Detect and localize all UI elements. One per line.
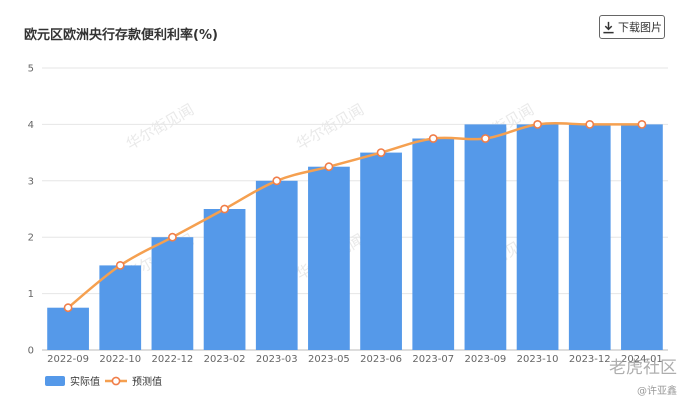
legend-label-forecast: 预测值: [132, 375, 162, 388]
download-image-button[interactable]: 下载图片: [599, 15, 665, 39]
forecast-point[interactable]: [220, 204, 229, 214]
bar[interactable]: [464, 124, 507, 351]
forecast-point[interactable]: [376, 148, 386, 157]
legend-marker-forecast[interactable]: [111, 376, 121, 386]
x-tick-label: 2024-01: [621, 354, 663, 365]
x-tick-label: 2023-09: [465, 354, 507, 365]
y-tick-label: 3: [28, 176, 34, 187]
forecast-point[interactable]: [428, 134, 438, 143]
y-tick-label: 1: [28, 289, 34, 300]
forecast-point[interactable]: [637, 120, 647, 129]
x-tick-label: 2023-10: [517, 354, 559, 365]
x-tick-label: 2023-05: [308, 354, 350, 365]
forecast-point[interactable]: [533, 120, 542, 129]
corner-watermark: 老虎社区 @许亚鑫: [609, 353, 677, 397]
x-tick-label: 2023-02: [204, 354, 246, 365]
bar[interactable]: [516, 124, 559, 351]
forecast-point[interactable]: [324, 162, 334, 172]
bar[interactable]: [203, 209, 246, 350]
bar[interactable]: [621, 124, 663, 351]
bar[interactable]: [412, 138, 455, 351]
bar[interactable]: [568, 124, 611, 351]
forecast-point[interactable]: [272, 176, 282, 186]
corner-user: @许亚鑫: [637, 386, 677, 397]
bar[interactable]: [151, 237, 194, 350]
x-tick-label: 2022-12: [152, 354, 194, 365]
bar[interactable]: [255, 180, 298, 350]
x-tick-label: 2023-03: [256, 354, 298, 365]
x-tick-label: 2022-10: [99, 354, 141, 365]
chart-title: 欧元区欧洲央行存款便利利率(%): [24, 28, 218, 43]
bar[interactable]: [47, 307, 89, 350]
watermark-text: 华尔街见闻: [293, 100, 367, 153]
forecast-point[interactable]: [481, 134, 490, 143]
forecast-point[interactable]: [63, 303, 73, 313]
x-tick-label: 2023-12: [569, 354, 611, 365]
y-tick-label: 0: [28, 346, 34, 357]
bar[interactable]: [308, 166, 350, 350]
y-tick-label: 2: [28, 233, 34, 244]
bar[interactable]: [99, 265, 142, 350]
x-tick-label: 2022-09: [47, 354, 89, 365]
y-tick-label: 5: [28, 64, 34, 75]
forecast-point[interactable]: [168, 232, 177, 242]
corner-brand: 老虎社区: [609, 358, 677, 378]
legend-swatch-actual[interactable]: [45, 376, 65, 386]
download-label: 下载图片: [618, 21, 662, 34]
x-tick-label: 2023-07: [412, 354, 454, 365]
bar[interactable]: [360, 152, 402, 350]
download-icon: [603, 21, 614, 33]
y-tick-label: 4: [28, 120, 34, 131]
forecast-point[interactable]: [115, 260, 125, 270]
x-tick-label: 2023-06: [360, 354, 402, 365]
legend-label-actual: 实际值: [70, 375, 100, 388]
forecast-point[interactable]: [585, 120, 595, 129]
watermark-text: 华尔街见闻: [123, 100, 197, 153]
